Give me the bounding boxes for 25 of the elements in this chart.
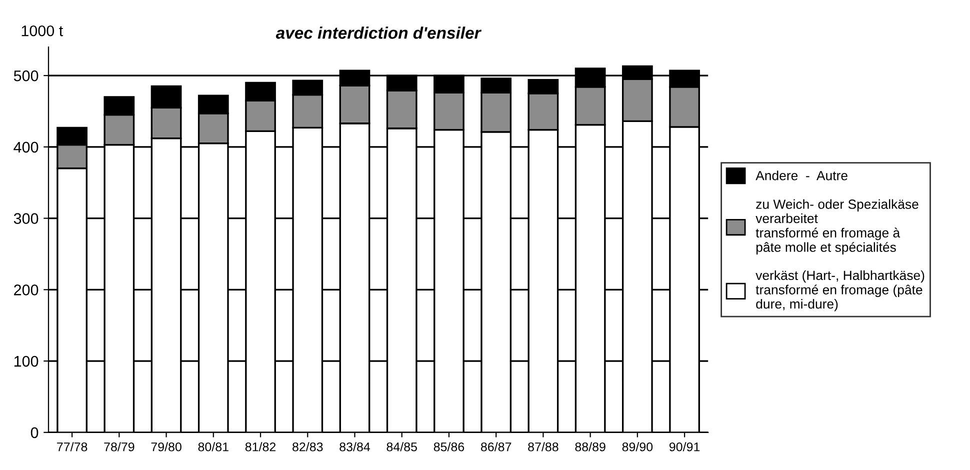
- x-tick-label: 87/88: [528, 442, 558, 452]
- x-tick-label: 83/84: [340, 442, 370, 452]
- x-tick-label: 90/91: [669, 442, 700, 452]
- x-tick-label: 80/81: [198, 442, 228, 452]
- y-tick-label: 0: [30, 427, 38, 438]
- legend-label: zu Weich- oder Spezialkäse verarbeitet transformé en fromage à pâte molle et spécialités: [756, 199, 918, 255]
- chart-title: avec interdiction d'ensiler: [276, 26, 482, 39]
- x-tick-label: 89/90: [622, 442, 653, 452]
- x-tick-label: 79/80: [151, 442, 182, 452]
- x-tick-label: 86/87: [480, 442, 512, 452]
- y-tick-label: 500: [14, 70, 38, 82]
- x-tick-label: 88/89: [575, 442, 606, 452]
- x-tick-label: 85/86: [434, 442, 464, 452]
- x-tick-label: 82/83: [292, 442, 323, 452]
- y-axis-title: 1000 t: [22, 25, 64, 36]
- x-tick-label: 78/79: [104, 442, 134, 452]
- legend-label: verkäst (Hart-, Halbhartkäse) transformé en fromage (pâte dure, mi-dure): [756, 270, 924, 312]
- legend-label: Andere - Autre: [756, 170, 848, 180]
- y-tick-label: 400: [14, 142, 38, 153]
- x-tick-label: 81/82: [245, 442, 276, 452]
- y-tick-label: 300: [14, 213, 38, 224]
- y-tick-label: 100: [14, 356, 38, 367]
- y-tick-label: 200: [14, 284, 38, 296]
- x-tick-label: 77/78: [57, 442, 88, 452]
- x-tick-label: 84/85: [386, 442, 417, 452]
